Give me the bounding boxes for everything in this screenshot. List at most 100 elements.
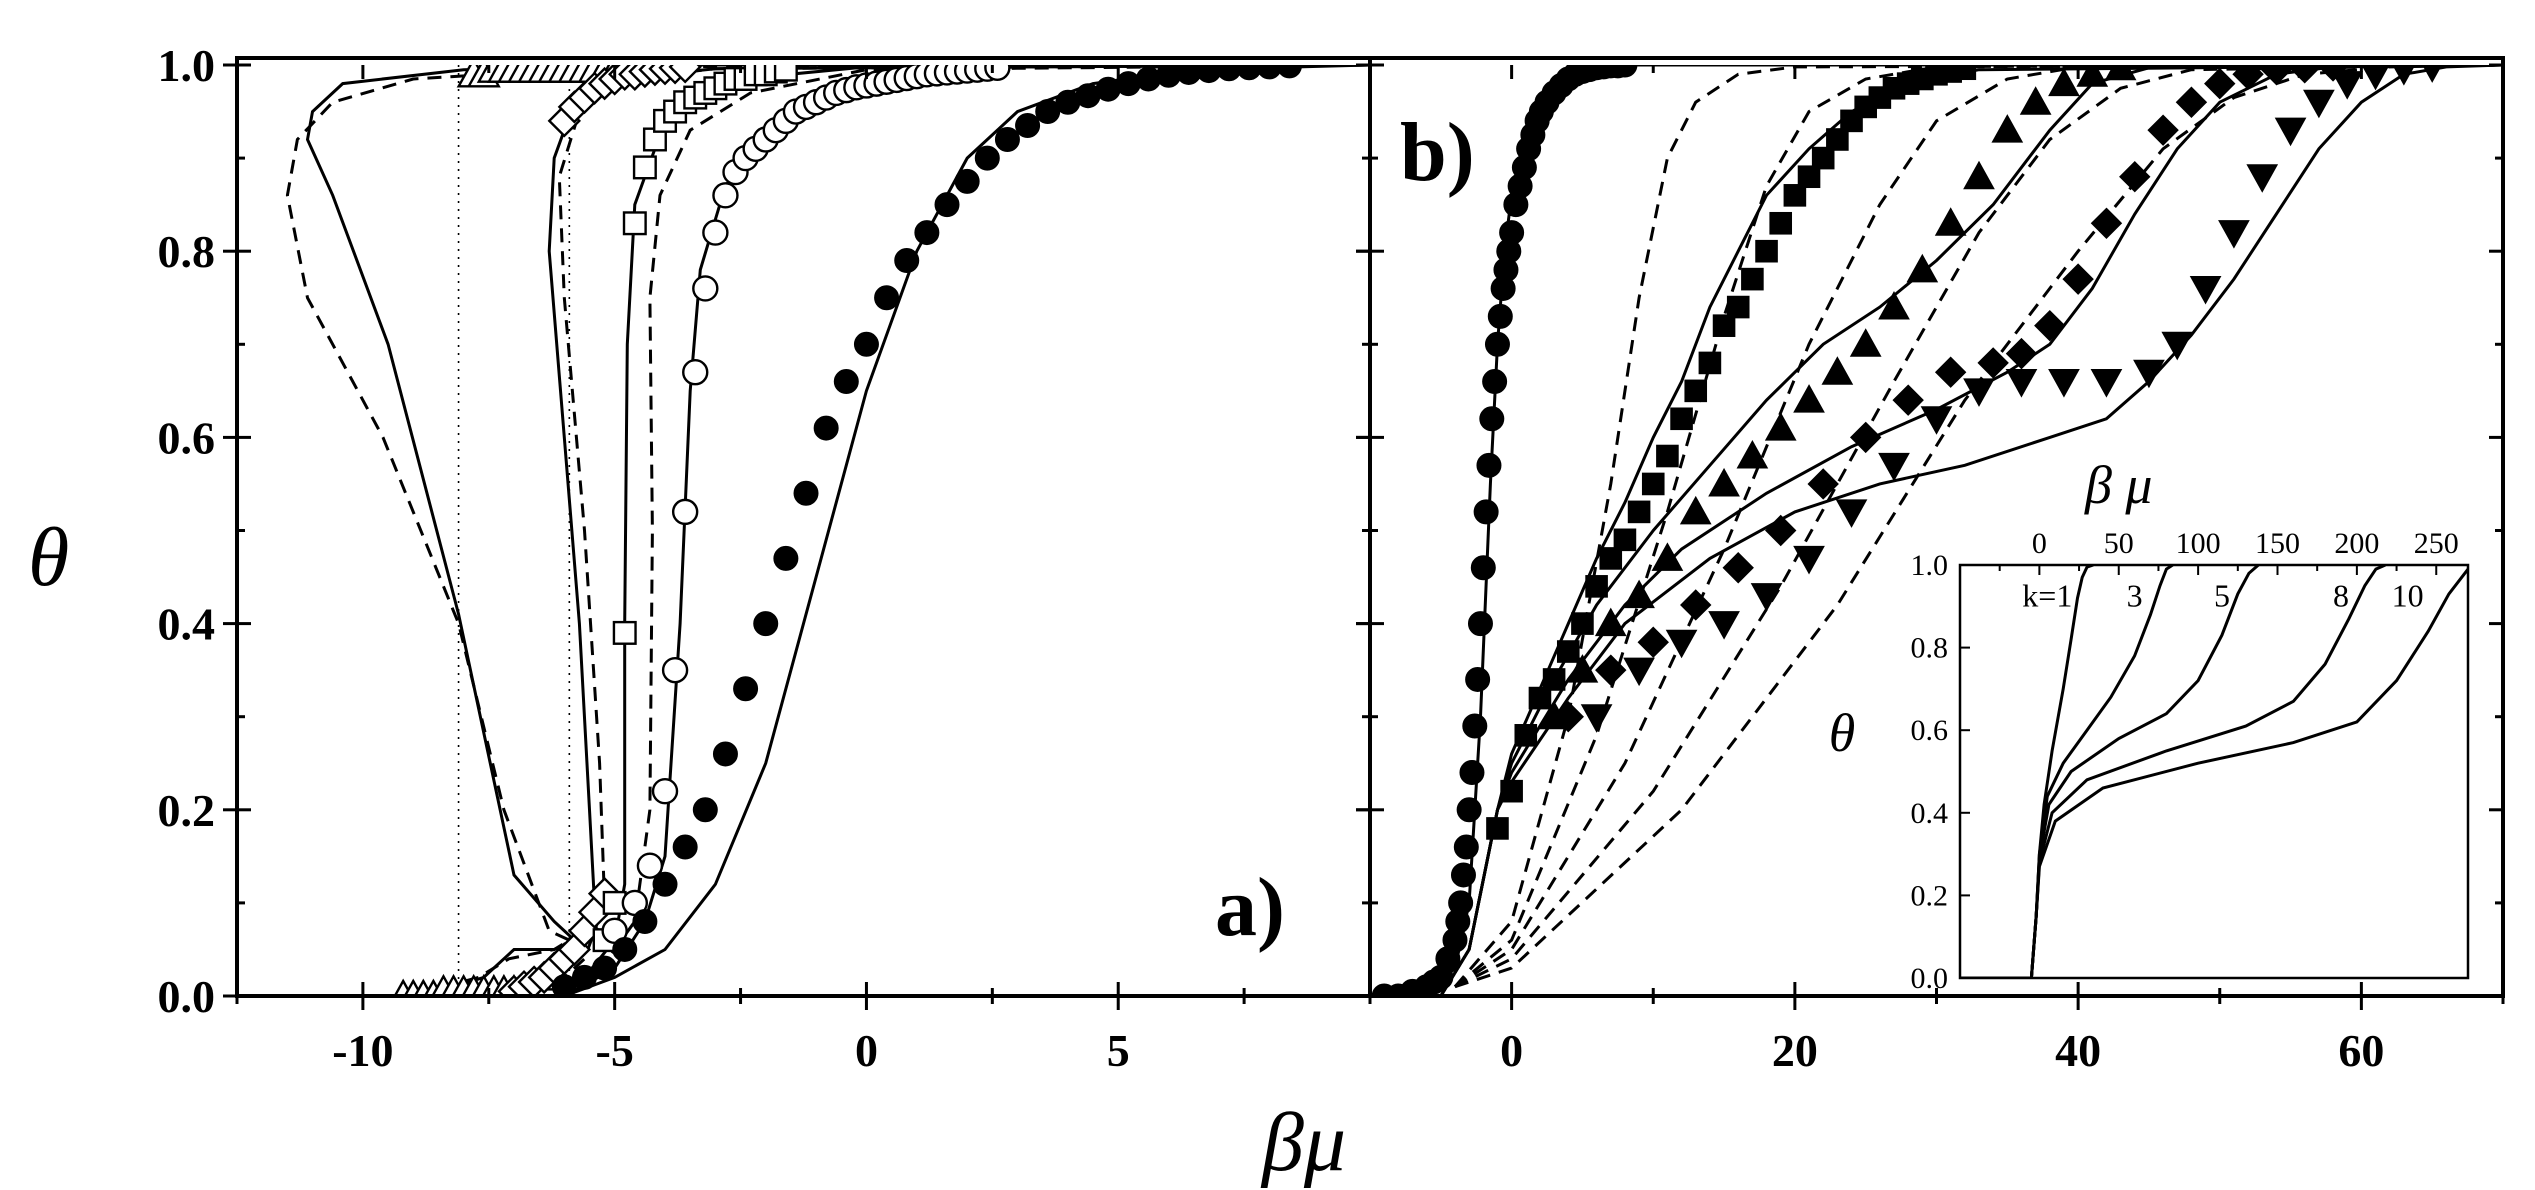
- data-point-circle-filled: [652, 871, 678, 897]
- data-point-triangle-down-filled: [2161, 331, 2194, 361]
- data-point-triangle-down-filled: [2133, 359, 2165, 389]
- data-point-circle-hollow: [671, 498, 699, 526]
- panel-b-plot: 0 20 40 60: [1356, 63, 2505, 1076]
- data-point-circle-filled: [793, 480, 819, 506]
- data-point-circle-filled: [974, 145, 1000, 171]
- data-point-circle-hollow: [712, 182, 739, 209]
- data-point-circle-filled: [874, 285, 900, 311]
- tick-labels: 0 20 40 60: [1500, 1025, 2384, 1076]
- data-point-triangle-down-filled: [1750, 583, 1783, 612]
- x-tick-label: 20: [1772, 1025, 1818, 1076]
- data-point-circle-filled: [934, 192, 960, 218]
- data-point-circle-hollow: [661, 656, 689, 684]
- data-point-diamond-filled: [1765, 514, 1797, 547]
- series-square-filled: [1486, 65, 1977, 840]
- series-circle-hollow: [601, 65, 1011, 945]
- data-point-circle-filled: [612, 936, 638, 962]
- series-circle-filled: [551, 65, 1302, 996]
- panel-b-label: b): [1400, 106, 1475, 199]
- data-point-circle-filled: [1462, 713, 1488, 739]
- dashed-curve: [1454, 65, 2503, 988]
- data-point-circle-filled: [632, 909, 658, 935]
- data-point-square-filled: [1684, 379, 1708, 403]
- y-tick-label: 0.6: [158, 412, 216, 463]
- data-point-square-hollow: [773, 65, 798, 82]
- panel-b-frame: [1368, 56, 2505, 998]
- data-point-triangle-down-filled: [2218, 220, 2250, 249]
- data-point-circle-filled: [1473, 499, 1499, 525]
- plot-area: [1960, 565, 2468, 978]
- data-point-circle-hollow: [702, 219, 729, 246]
- x-tick-label: -10: [332, 1025, 393, 1076]
- data-point-square-hollow: [612, 620, 637, 645]
- data-point-circle-filled: [833, 369, 859, 395]
- data-point-circle-filled: [592, 955, 618, 981]
- tick-labels: 0 50 100 150 200 250 0.0 0.2 0.4 0.6 0.8 1.0: [1911, 527, 2459, 995]
- data-point-square-filled: [1726, 295, 1750, 319]
- data-point-diamond-filled: [2260, 65, 2293, 86]
- dashed-curve: [1453, 65, 2503, 988]
- data-point-circle-filled: [1450, 862, 1476, 888]
- panel-a-plot: -10 -5 0 5 0.0 0.2 0.4 0.6 0.8 1.0: [158, 40, 1372, 1076]
- data-point-diamond-filled: [1934, 356, 1967, 388]
- data-point-triangle-down-filled: [2331, 71, 2364, 100]
- x-axis-title: βμ: [1260, 1096, 1346, 1189]
- data-point-triangle-down-filled: [2005, 369, 2038, 398]
- inset-background: [1960, 565, 2468, 978]
- data-point-square-filled: [1486, 817, 1509, 840]
- data-point-diamond-hollow: [668, 65, 702, 84]
- data-point-diamond-filled: [2232, 65, 2264, 91]
- data-point-diamond-filled: [2005, 337, 2038, 370]
- data-point-triangle-down-filled: [1580, 704, 1613, 733]
- data-point-circle-filled: [712, 741, 738, 767]
- data-point-triangle-down-filled: [1878, 452, 1910, 482]
- data-point-triangle-down-filled: [2274, 117, 2307, 147]
- data-point-circle-hollow: [692, 275, 719, 302]
- data-point-square-filled: [1542, 668, 1566, 691]
- x-tick-label: 50: [2104, 527, 2134, 560]
- data-point-diamond-filled: [2289, 65, 2321, 84]
- data-point-triangle-up-filled: [1764, 412, 1797, 441]
- data-point-circle-filled: [1276, 65, 1302, 79]
- data-point-circle-filled: [1456, 797, 1482, 823]
- data-point-square-filled: [1811, 146, 1835, 170]
- data-point-circle-filled: [672, 834, 698, 860]
- data-point-triangle-up-filled: [2048, 67, 2080, 97]
- data-point-triangle-up-filled: [1934, 207, 1967, 236]
- data-point-diamond-filled: [2119, 161, 2151, 193]
- data-point-diamond-filled: [2034, 309, 2066, 342]
- y-tick-label: 1.0: [1911, 549, 1949, 582]
- data-point-square-filled: [1627, 500, 1651, 524]
- data-point-circle-filled: [1470, 555, 1496, 581]
- data-point-circle-filled: [1459, 760, 1485, 786]
- data-point-diamond-filled: [2204, 67, 2236, 100]
- data-point-square-filled: [1585, 575, 1608, 598]
- data-point-triangle-down-filled: [1665, 629, 1698, 659]
- data-point-triangle-down-filled: [1708, 611, 1740, 640]
- data-point-square-hollow: [632, 155, 657, 180]
- data-point-triangle-up-filled: [1736, 439, 1769, 469]
- data-point-circle-filled: [853, 331, 879, 357]
- data-point-triangle-up-filled: [1878, 291, 1910, 320]
- data-point-circle-filled: [1499, 220, 1525, 246]
- data-point-circle-filled: [753, 611, 779, 637]
- data-point-square-filled: [1514, 724, 1538, 747]
- data-point-circle-filled: [1484, 331, 1510, 357]
- x-tick-label: 100: [2176, 527, 2221, 560]
- data-point-square-filled: [1741, 267, 1764, 291]
- panel-a-label: a): [1215, 861, 1285, 954]
- x-tick-label: 0: [1500, 1025, 1523, 1076]
- data-point-triangle-down-filled: [2361, 65, 2390, 91]
- data-point-triangle-down-filled: [1793, 545, 1825, 575]
- data-point-circle-filled: [1487, 303, 1513, 329]
- data-point-circle-filled: [1612, 65, 1638, 78]
- data-point-square-filled: [1769, 211, 1793, 235]
- data-point-diamond-filled: [1977, 347, 2009, 379]
- data-point-triangle-up-filled: [1849, 328, 1882, 357]
- plot-area: [237, 65, 1370, 996]
- data-point-triangle-up-filled: [1793, 384, 1825, 413]
- x-tick-label: 5: [1107, 1025, 1130, 1076]
- data-point-circle-filled: [1453, 834, 1479, 860]
- y-tick-label: 0.6: [1911, 714, 1949, 747]
